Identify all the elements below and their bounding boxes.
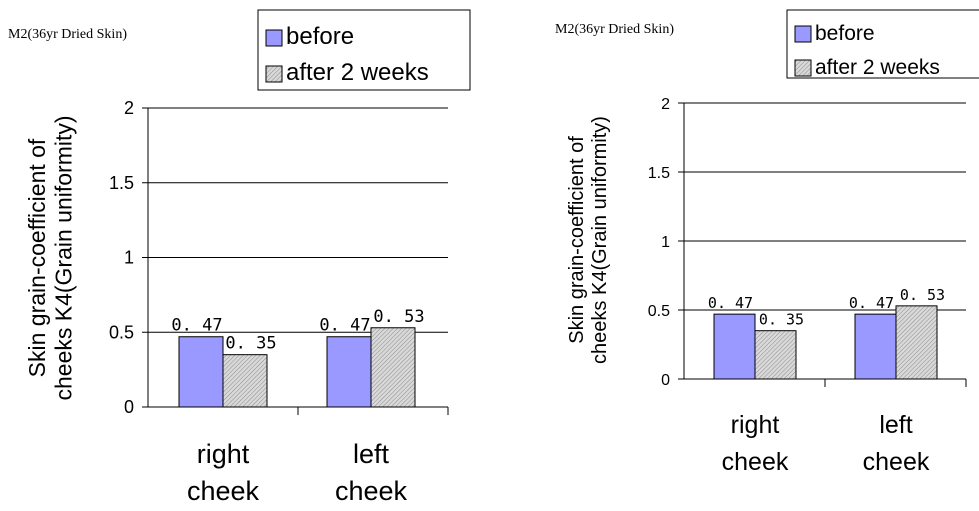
chart-right: M2(36yr Dried Skin) before after 2 weeks 0 0… [555,9,979,476]
legend-label-after: after 2 weeks [815,56,940,79]
legend: before after 2 weeks [786,9,979,79]
x-tick-label: left [879,411,912,439]
y-tick-label: 2 [124,98,134,118]
data-label: 0. 35 [759,311,804,329]
bar-after [754,330,797,380]
legend-box [257,9,471,91]
y-tick-label: 1 [661,234,670,251]
x-tick-label: cheek [722,448,789,476]
y-axis-label-line: Skin grain-coefficient of [566,136,588,344]
data-label: 0. 47 [849,294,894,312]
y-axis-label-line: cheeks K4(Grain uniformity) [589,116,611,364]
y-tick-label: 1 [124,248,134,268]
x-tick-label: cheek [187,476,260,506]
x-tick-label: cheek [863,448,930,476]
y-tick-label: 1.5 [109,173,134,193]
y-tick-label: 2 [661,96,670,113]
legend-swatch-before [265,29,283,47]
legend-swatch-after [794,59,812,77]
bar-before [326,336,372,408]
bar-before [854,313,897,380]
data-label: 0. 47 [319,316,370,336]
y-tick-label: 0 [661,372,670,389]
bar-before [713,313,756,380]
data-label: 0. 47 [171,316,222,336]
y-axis-label-line: Skin grain-coefficient of [24,138,50,377]
bar-after [222,354,268,408]
legend: before after 2 weeks [257,9,471,91]
data-label: 0. 47 [708,294,753,312]
y-axis-label: Skin grain-coefficient ofcheeks K4(Grain… [24,115,76,400]
bar-after [370,327,416,408]
bar-after [895,305,938,380]
legend-box [786,9,979,79]
data-label: 0. 53 [373,307,424,327]
data-label: 0. 53 [900,286,945,304]
y-tick-label: 0 [124,397,134,417]
y-axis-label: Skin grain-coefficient ofcheeks K4(Grain… [566,116,611,364]
x-tick-label: right [731,411,780,439]
y-axis-label-line: cheeks K4(Grain uniformity) [50,115,76,400]
chart-title: M2(36yr Dried Skin) [8,27,127,42]
y-tick-label: 0.5 [109,322,134,342]
x-tick-label: cheek [335,476,408,506]
x-tick-label: left [353,439,390,469]
y-tick-label: 1.5 [648,165,670,182]
legend-swatch-after [265,65,283,83]
bar-before [178,336,224,408]
y-tick-label: 0.5 [648,303,670,320]
x-tick-label: right [197,439,250,469]
legend-swatch-before [794,25,812,43]
legend-label-after: after 2 weeks [286,59,429,86]
chart-left: M2(36yr Dried Skin) before after 2 weeks 0 0… [8,9,471,506]
legend-label-before: before [815,22,875,45]
data-label: 0. 35 [225,334,276,354]
chart-title: M2(36yr Dried Skin) [555,22,674,37]
legend-label-before: before [286,23,354,50]
